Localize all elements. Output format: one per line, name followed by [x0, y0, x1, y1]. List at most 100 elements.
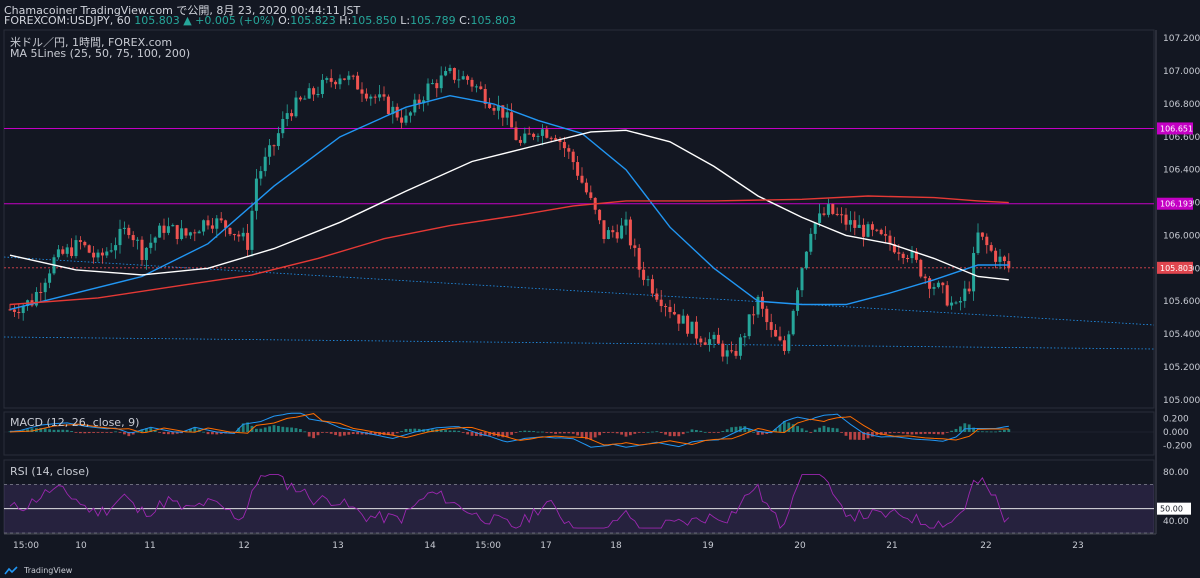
candle-body	[197, 231, 201, 234]
macd-histogram-bar	[673, 432, 676, 437]
candle-body	[809, 233, 813, 252]
candle-body	[83, 241, 87, 246]
macd-histogram-bar	[523, 430, 527, 432]
macd-histogram-bar	[325, 432, 329, 433]
price-tag-box	[1157, 261, 1193, 274]
macd-histogram-bar	[884, 432, 887, 435]
macd-histogram-bar	[827, 427, 830, 432]
macd-histogram-bar	[571, 432, 575, 434]
candle-body	[149, 242, 153, 248]
candle-body	[417, 99, 421, 104]
candle-body	[765, 308, 769, 323]
trendline-lower	[3, 336, 1155, 350]
candle-body	[347, 75, 351, 80]
candle-body	[162, 225, 166, 233]
macd-signal-line	[9, 413, 1009, 446]
candle-body	[769, 322, 773, 330]
macd-histogram-bar	[849, 432, 852, 440]
candle-body	[857, 224, 861, 228]
macd-histogram-bar	[237, 427, 241, 432]
macd-histogram-bar	[787, 422, 791, 432]
rsi-line	[9, 474, 1010, 529]
macd-histogram-bar	[923, 432, 927, 434]
candle-body	[589, 192, 593, 198]
macd-histogram-bar	[919, 432, 923, 435]
candle-body	[452, 67, 456, 80]
candle-body	[171, 225, 175, 227]
rsi-legend[interactable]: RSI (14, close)	[10, 465, 90, 478]
candle-body	[615, 232, 619, 239]
candle-body	[664, 306, 668, 308]
candle-body	[136, 239, 140, 241]
time-tick-label: 23	[1072, 541, 1083, 551]
macd-histogram-bar	[140, 429, 144, 432]
candle-body	[576, 162, 580, 176]
candle-body	[510, 112, 514, 128]
macd-histogram-bar	[906, 432, 909, 435]
macd-histogram-bar	[752, 431, 755, 433]
macd-histogram-bar	[545, 432, 549, 433]
candle-body	[224, 220, 228, 228]
macd-histogram-bar	[92, 432, 95, 433]
candle-body	[725, 350, 729, 357]
price-tick-label: 105.600	[1163, 297, 1200, 307]
time-tick-label: 22	[980, 541, 991, 551]
candle-body	[114, 245, 118, 251]
macd-histogram-bar	[343, 432, 346, 436]
macd-histogram-bar	[928, 432, 931, 434]
candle-body	[998, 256, 1002, 262]
macd-histogram-bar	[360, 432, 364, 435]
candle-body	[958, 301, 962, 303]
tradingview-footer[interactable]: TradingView	[4, 566, 72, 575]
macd-histogram-bar	[290, 427, 293, 432]
candle-body	[100, 252, 104, 256]
candle-body	[989, 245, 993, 251]
macd-histogram-bar	[255, 428, 258, 432]
macd-histogram-bar	[52, 429, 56, 432]
macd-histogram-bar	[334, 432, 337, 436]
candle-body	[246, 232, 250, 250]
candle-body	[708, 339, 712, 345]
candle-body	[532, 133, 536, 137]
time-tick-label: 14	[424, 541, 436, 551]
macd-histogram-bar	[43, 428, 47, 432]
candle-body	[879, 229, 883, 235]
candle-body	[39, 291, 43, 293]
macd-histogram-bar	[281, 426, 285, 432]
candle-body	[281, 119, 285, 134]
candle-body	[21, 305, 25, 314]
candle-body	[518, 139, 522, 143]
macd-histogram-bar	[461, 432, 465, 433]
macd-histogram-bar	[351, 432, 355, 435]
price-tick-label: 107.200	[1163, 34, 1200, 44]
macd-histogram-bar	[109, 432, 113, 433]
macd-histogram-bar	[219, 432, 223, 434]
candle-body	[791, 310, 795, 335]
macd-histogram-bar	[901, 432, 905, 434]
macd-histogram-bar	[791, 424, 795, 432]
macd-histogram-bar	[202, 431, 205, 433]
candle-body	[492, 108, 496, 111]
ma-legend[interactable]: MA 5Lines (25, 50, 75, 100, 200)	[10, 47, 191, 60]
candle-body	[941, 282, 945, 286]
macd-histogram-bar	[598, 432, 601, 436]
candle-body	[862, 224, 866, 237]
candle-body	[1002, 256, 1006, 262]
macd-histogram-bar	[915, 432, 918, 435]
candle-body	[373, 96, 377, 98]
candle-body	[34, 291, 38, 306]
macd-histogram-bar	[897, 432, 901, 433]
candle-body	[694, 321, 698, 339]
low-value: 105.789	[410, 14, 456, 27]
macd-histogram-bar	[189, 428, 192, 432]
macd-histogram-bar	[457, 430, 461, 432]
macd-histogram-bar	[131, 432, 135, 435]
candle-body	[237, 234, 241, 237]
candle-body	[980, 232, 984, 237]
macd-legend[interactable]: MACD (12, 26, close, 9)	[10, 416, 140, 429]
candle-body	[650, 279, 654, 294]
macd-histogram-bar	[369, 432, 373, 435]
candle-body	[320, 79, 324, 95]
candle-body	[976, 232, 980, 254]
